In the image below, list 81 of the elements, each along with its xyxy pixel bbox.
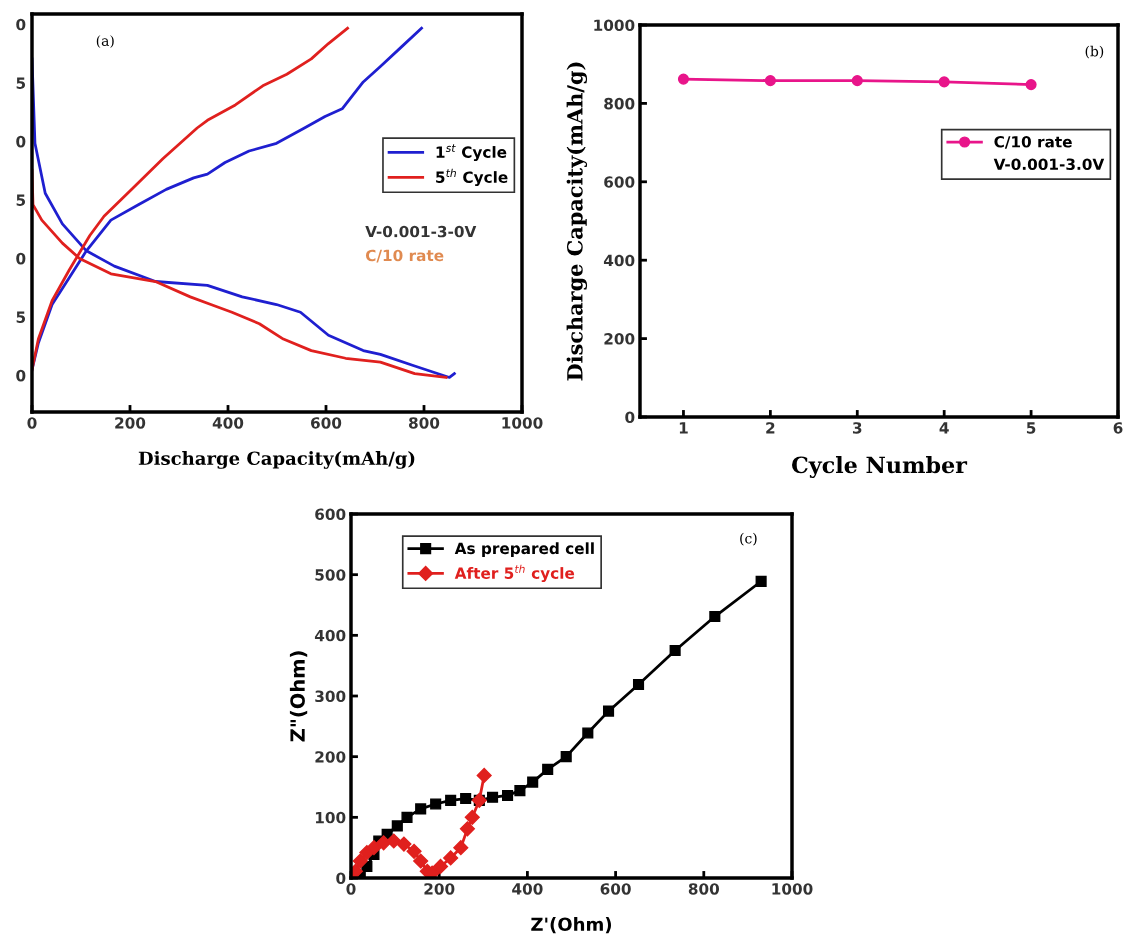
point — [527, 776, 539, 788]
annotation: C/10 rate — [365, 249, 444, 263]
point — [445, 794, 457, 806]
legend-label: C/10 rate — [994, 136, 1072, 149]
annotation: (a) — [96, 35, 114, 48]
point — [560, 751, 572, 763]
text: 5 — [16, 77, 26, 89]
point — [430, 798, 442, 810]
point — [542, 763, 554, 775]
text: 5 — [16, 311, 26, 323]
y-axis-title: Z"(Ohm) — [289, 651, 308, 742]
y-tick-label: 200 — [604, 333, 635, 345]
x-tick-label: 200 — [115, 417, 146, 429]
x-tick-label: 0 — [346, 883, 356, 895]
y-tick-label: 0 — [336, 872, 346, 885]
point — [755, 575, 767, 587]
y-tick-label: 100 — [315, 811, 346, 824]
point — [464, 809, 480, 825]
point — [396, 836, 412, 852]
x-tick-label: 1 — [679, 422, 688, 434]
point — [460, 792, 472, 805]
point — [514, 785, 526, 797]
x-tick-label: 0 — [27, 417, 37, 429]
point — [669, 644, 681, 657]
point — [443, 850, 459, 866]
x-axis-title: Discharge Capacity(mAh/g) — [138, 451, 415, 469]
x-tick-label: 3 — [852, 422, 862, 434]
x-tick-label: 1000 — [502, 417, 543, 429]
annotation: V-0.001-3-0V — [365, 225, 477, 238]
annotation: V-0.001-3.0V — [993, 158, 1105, 171]
y-tick-label: 500 — [315, 569, 346, 581]
legend-label: After 5$^{th}$ cycle — [454, 564, 575, 583]
text: 5 — [16, 194, 26, 206]
y-tick-label: 800 — [604, 97, 635, 110]
y-tick-label: 400 — [603, 254, 635, 267]
annotation: (c) — [740, 532, 757, 546]
y-tick-label: 1000 — [594, 19, 635, 32]
text: 0 — [16, 135, 26, 148]
x-tick-label: 400 — [512, 883, 543, 895]
x-tick-label: 800 — [408, 417, 440, 429]
point — [476, 767, 492, 784]
point — [432, 858, 449, 875]
legend-label: 5$^{th}$ Cycle — [436, 168, 508, 187]
point — [632, 678, 645, 691]
x-tick-label: 5 — [1026, 422, 1036, 434]
y-tick-label: 300 — [315, 690, 346, 703]
point — [709, 610, 721, 623]
x-axis-title: Cycle Number — [792, 456, 968, 478]
point — [352, 853, 368, 869]
x-tick-label: 800 — [688, 883, 720, 895]
x-tick-label: 1000 — [772, 883, 813, 895]
point — [413, 853, 429, 869]
point — [406, 843, 422, 859]
point — [386, 833, 402, 849]
x-tick-label: 400 — [212, 417, 244, 429]
annotation: (b) — [1085, 45, 1104, 59]
point — [459, 821, 475, 837]
point — [415, 803, 427, 815]
point — [366, 840, 382, 856]
point — [501, 789, 514, 802]
x-tick-label: 2 — [766, 422, 775, 434]
point — [582, 727, 594, 739]
y-tick-label: 200 — [315, 751, 346, 763]
x-axis-title: Z'(Ohm) — [531, 917, 612, 934]
y-tick-label: 400 — [314, 629, 346, 642]
text: 0 — [16, 252, 26, 265]
x-tick-label: 4 — [939, 422, 949, 434]
point — [602, 705, 615, 717]
legend-label: 1$^{st}$ Cycle — [436, 144, 507, 161]
text: 0 — [16, 18, 26, 31]
y-tick-label: 600 — [315, 508, 346, 521]
legend-label: As prepared cell — [454, 542, 594, 558]
y-tick-label: 600 — [604, 176, 635, 188]
x-tick-label: 200 — [424, 883, 455, 895]
point — [391, 820, 403, 832]
point — [401, 811, 413, 823]
y-axis-title: Discharge Capacity(mAh/g) — [566, 62, 588, 381]
x-tick-label: 6 — [1113, 422, 1123, 434]
point — [487, 791, 499, 803]
point — [453, 840, 469, 856]
text: 0 — [16, 369, 26, 382]
